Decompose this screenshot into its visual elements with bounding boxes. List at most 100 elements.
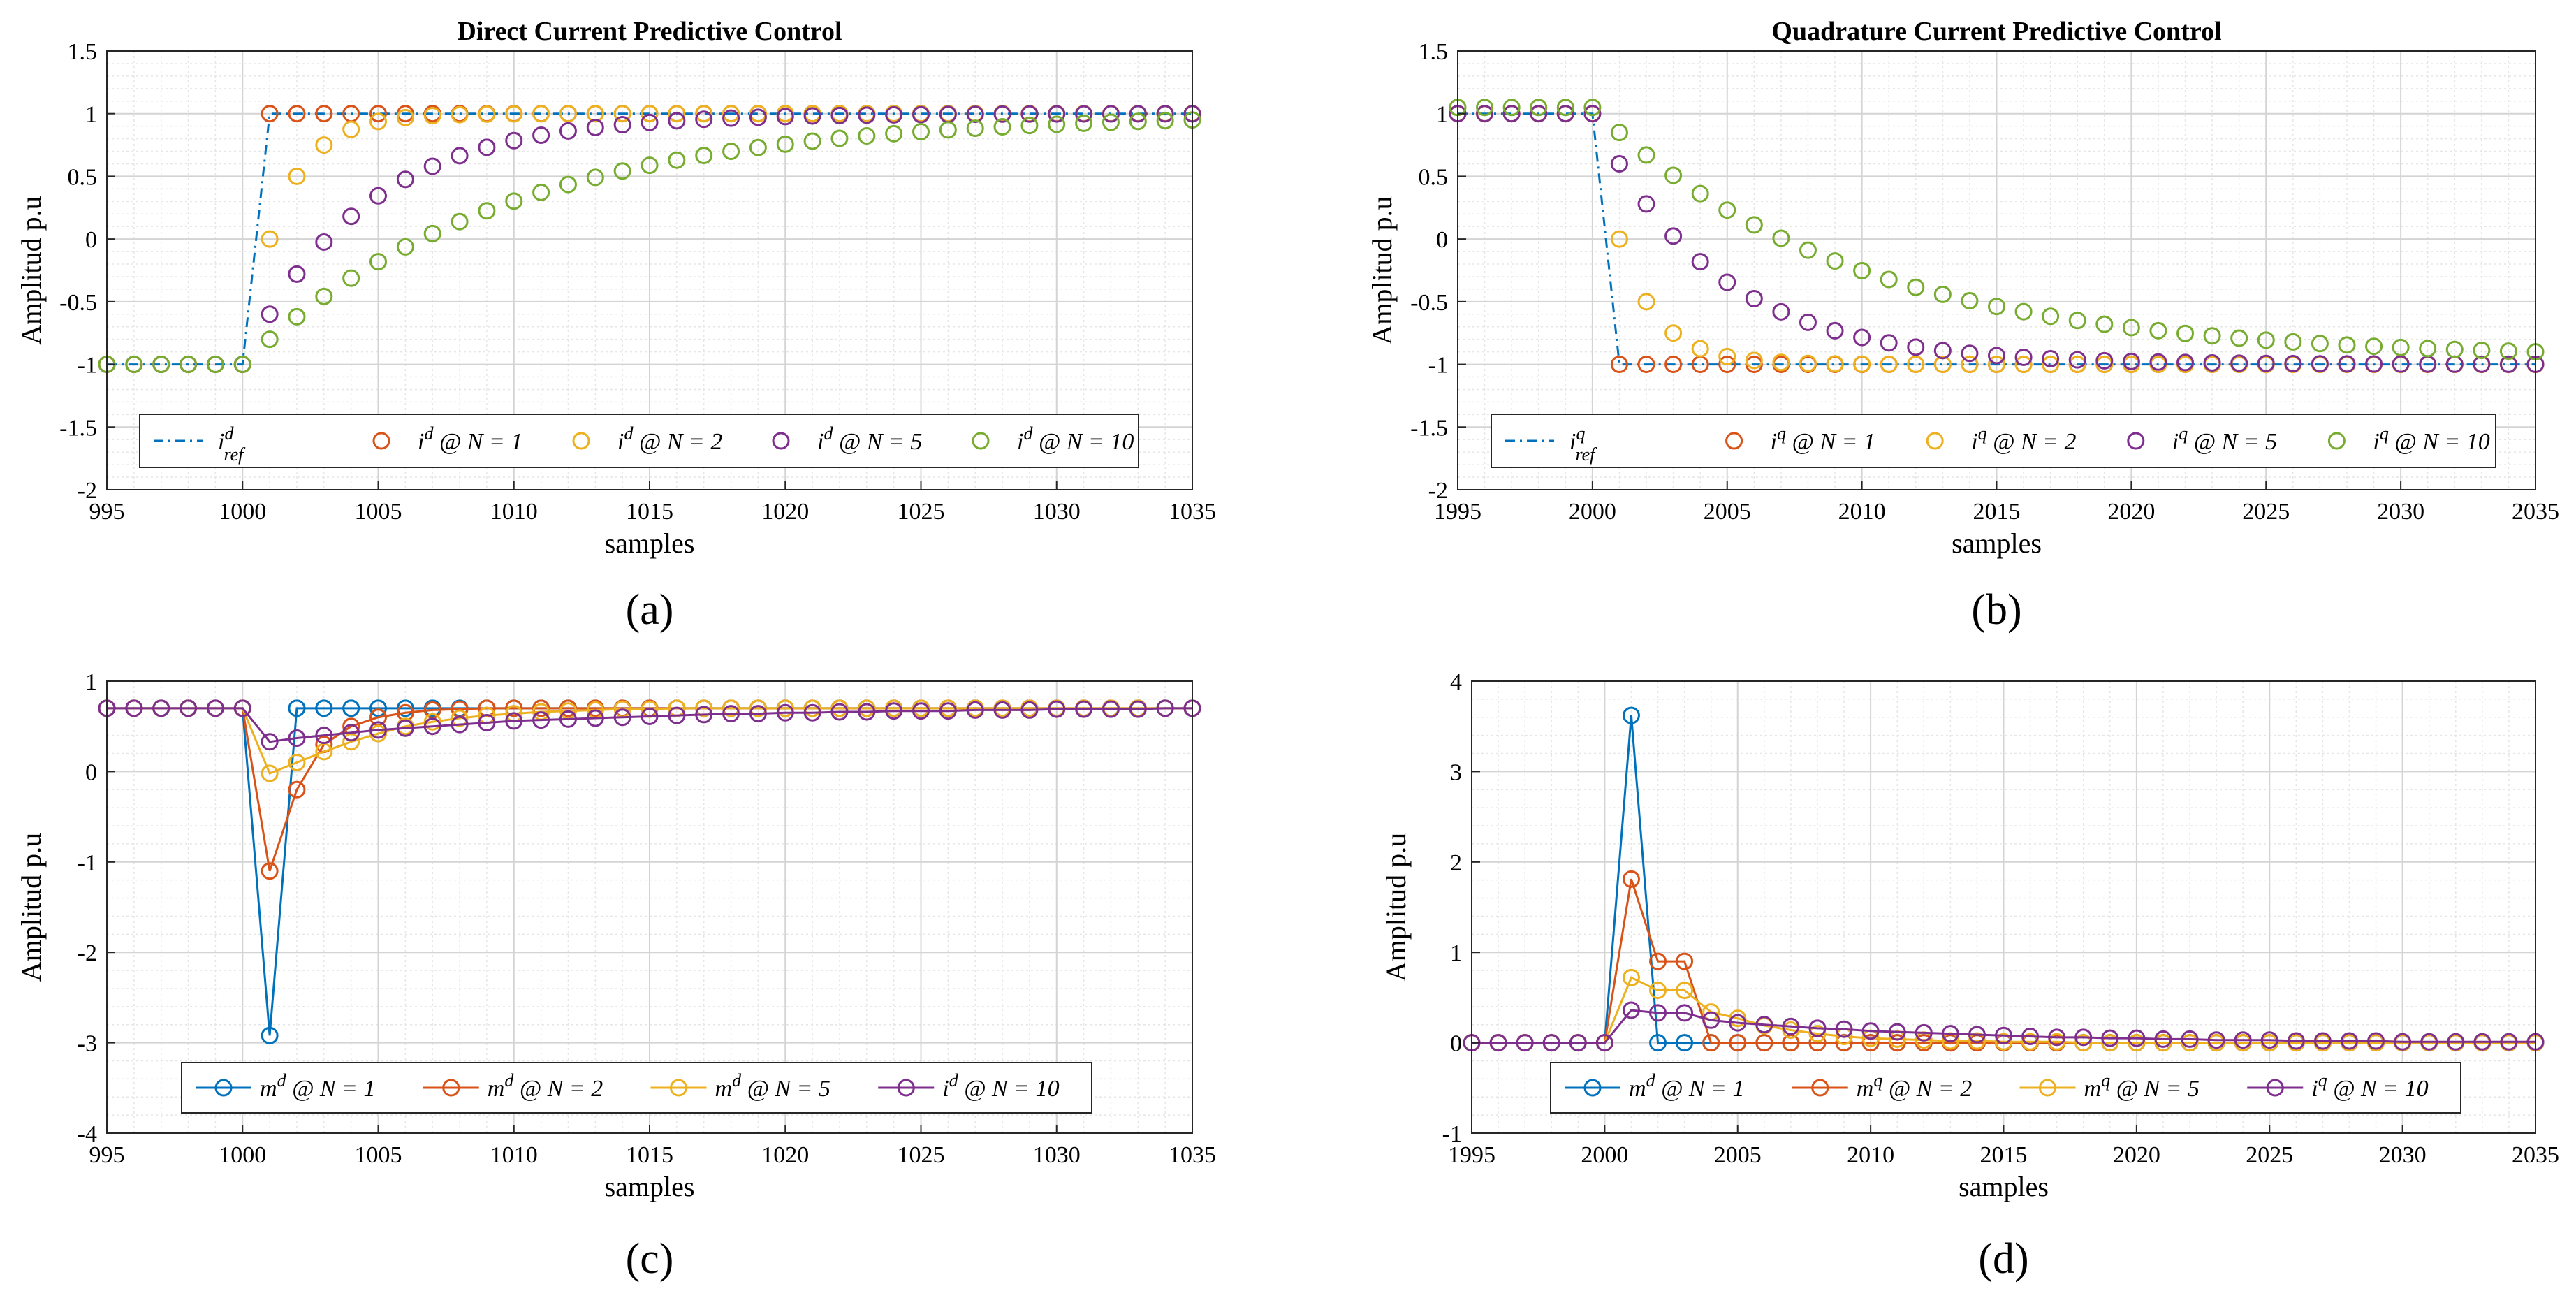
data-point (2042, 349, 2060, 367)
data-point (641, 105, 659, 123)
data-point (532, 126, 550, 145)
data-point (2176, 353, 2195, 372)
data-point (451, 147, 469, 165)
data-point (1826, 321, 1844, 340)
data-point (1853, 261, 1871, 279)
data-point (2287, 1032, 2305, 1050)
data-point (152, 356, 170, 374)
x-tick-label: 1015 (626, 499, 673, 525)
data-point (2500, 1033, 2518, 1051)
data-point (2128, 1029, 2146, 1047)
data-point (803, 703, 821, 722)
legend-marker (2127, 432, 2145, 450)
data-point (152, 699, 170, 717)
series-line (1458, 112, 2535, 366)
data-point (2154, 1030, 2172, 1048)
data-point (342, 733, 360, 751)
data-point (1933, 285, 1952, 303)
x-axis-label: samples (605, 527, 695, 559)
data-point (423, 224, 441, 242)
data-point (722, 699, 740, 717)
data-point (1907, 355, 1925, 373)
data-point (1907, 278, 1925, 296)
data-point (2499, 355, 2517, 373)
data-point (261, 1026, 279, 1044)
y-tick-label: 0 (85, 759, 97, 785)
y-tick-label: -1.5 (59, 415, 97, 441)
legend-marker (442, 1079, 460, 1097)
legend-marker (372, 432, 390, 450)
y-tick-label: -1 (1428, 353, 1448, 379)
panel-caption: (b) (1971, 586, 2021, 634)
legend-label: mq @ N = 2 (1857, 1070, 1972, 1102)
legend-marker (214, 1079, 233, 1097)
data-point (2367, 1032, 2385, 1050)
data-point (396, 238, 414, 256)
data-point (1649, 982, 1667, 1000)
y-tick-label: -2 (78, 478, 97, 504)
data-point (342, 207, 360, 226)
data-point (2365, 355, 2383, 373)
chart-title: Quadrature Current Predictive Control (1771, 17, 2221, 46)
data-point (1129, 700, 1147, 718)
data-point (505, 699, 523, 717)
data-point (369, 253, 387, 271)
data-point (803, 699, 821, 717)
data-point (2311, 335, 2329, 353)
y-tick-label: 1 (1436, 102, 1448, 128)
series-line (1472, 1009, 2535, 1044)
data-point (2234, 1031, 2252, 1049)
data-point (342, 699, 360, 717)
panel-caption: (a) (626, 586, 674, 634)
data-point (2176, 324, 2195, 342)
legend-marker (1811, 1079, 1829, 1097)
data-point (1799, 241, 1817, 259)
data-point (2181, 1030, 2199, 1048)
y-tick-label: -2 (78, 940, 97, 966)
data-point (2095, 351, 2114, 370)
data-point (396, 699, 414, 717)
y-tick-label: -2 (1428, 478, 1448, 504)
data-point (2257, 331, 2275, 349)
data-point (559, 175, 577, 194)
data-point (2445, 340, 2464, 358)
data-point (1880, 334, 1898, 352)
data-point (749, 138, 767, 156)
data-point (478, 714, 496, 732)
data-point (2447, 1033, 2465, 1051)
data-point (2420, 1033, 2438, 1051)
data-point (1853, 355, 1871, 373)
data-point (1516, 1034, 1534, 1052)
y-axis-label: Amplitud p.u (15, 833, 47, 982)
data-point (2394, 1033, 2412, 1051)
legend-label: id @ N = 1 (418, 423, 522, 455)
data-point (288, 753, 306, 771)
data-point (2392, 355, 2410, 373)
data-point (396, 170, 414, 189)
data-point (559, 710, 577, 728)
data-point (1755, 1016, 1773, 1034)
data-point (342, 269, 360, 287)
x-tick-label: 1000 (219, 499, 266, 525)
data-point (1102, 105, 1120, 123)
data-point (776, 135, 794, 153)
data-point (1691, 184, 1709, 203)
data-point (1649, 1034, 1667, 1052)
y-tick-label: 1 (85, 669, 97, 695)
data-point (2473, 1033, 2491, 1051)
x-tick-label: 2030 (2379, 1142, 2427, 1168)
x-tick-label: 1030 (1033, 1142, 1081, 1168)
data-point (288, 307, 306, 326)
data-point (939, 702, 957, 720)
data-point (1718, 273, 1736, 291)
data-point (2095, 315, 2114, 333)
y-tick-label: 0.5 (68, 164, 98, 190)
data-point (776, 699, 794, 717)
x-tick-label: 1025 (898, 1142, 945, 1168)
legend-label: md @ N = 1 (1629, 1070, 1744, 1102)
data-point (206, 356, 224, 374)
data-point (993, 117, 1011, 136)
data-point (261, 733, 279, 751)
data-point (2203, 353, 2221, 372)
data-point (1020, 117, 1039, 135)
